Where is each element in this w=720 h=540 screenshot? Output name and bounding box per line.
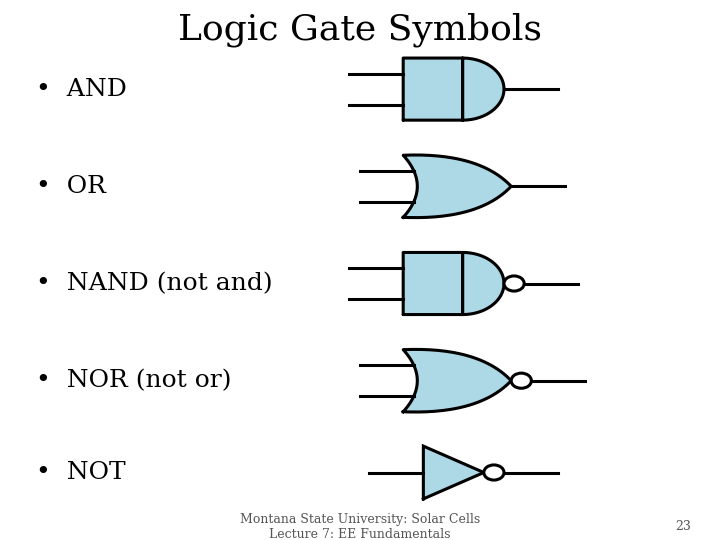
Circle shape: [504, 276, 524, 291]
Polygon shape: [403, 349, 511, 412]
Text: •  NOR (not or): • NOR (not or): [36, 369, 232, 392]
Circle shape: [484, 465, 504, 480]
Text: 23: 23: [675, 520, 691, 533]
Polygon shape: [403, 155, 511, 218]
Polygon shape: [403, 252, 504, 314]
Polygon shape: [403, 58, 504, 120]
Text: •  NAND (not and): • NAND (not and): [36, 272, 273, 295]
Text: •  NOT: • NOT: [36, 461, 125, 484]
Polygon shape: [423, 446, 484, 499]
Text: •  OR: • OR: [36, 175, 106, 198]
Circle shape: [511, 373, 531, 388]
Text: •  AND: • AND: [36, 78, 127, 100]
Text: Montana State University: Solar Cells
Lecture 7: EE Fundamentals: Montana State University: Solar Cells Le…: [240, 512, 480, 540]
Text: Logic Gate Symbols: Logic Gate Symbols: [178, 12, 542, 47]
